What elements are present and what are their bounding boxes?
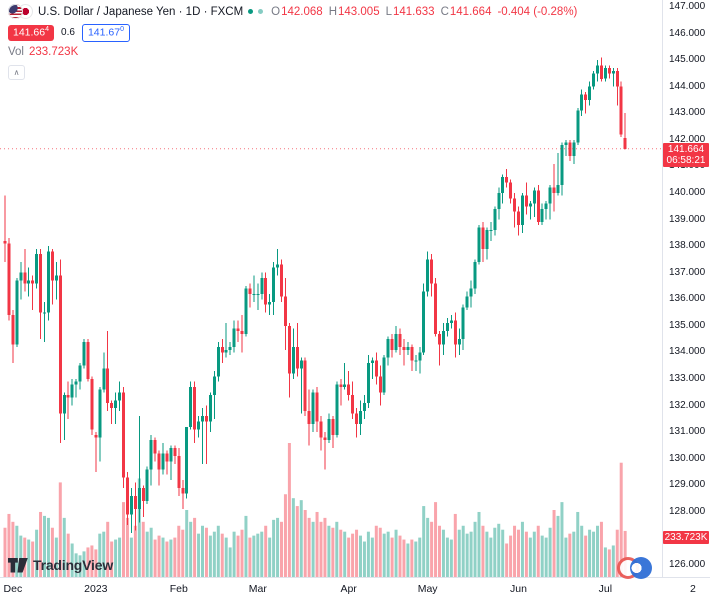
- price-axis-label: 126.000: [669, 558, 706, 570]
- time-axis[interactable]: 2 Dec 2023 Feb Mar Apr May Jun Jul: [0, 577, 710, 600]
- open-label: O: [271, 5, 281, 18]
- price-axis-label: 135.000: [669, 319, 706, 331]
- time-axis-label: Jun: [510, 583, 527, 595]
- bid-price-fraction: 4: [45, 26, 50, 33]
- symbol-legend: U.S. Dollar / Japanese Yen · 1D · FXCM O…: [8, 4, 577, 19]
- tradingview-logo-text: TradingView: [33, 557, 114, 573]
- volume-readout: Vol 233.723K: [8, 46, 78, 58]
- time-axis-label: 2023: [84, 583, 108, 595]
- bid-price-badge[interactable]: 141.664: [8, 25, 55, 41]
- last-price-value: 141.664: [667, 143, 705, 155]
- broker-logo-icon[interactable]: [617, 557, 652, 579]
- volume-layer: [3, 443, 627, 577]
- time-axis-label: Jul: [598, 583, 613, 595]
- candlestick-chart[interactable]: [0, 0, 662, 577]
- price-axis-label: 129.000: [669, 479, 706, 491]
- open-readout: O142.068: [271, 6, 323, 18]
- high-label: H: [328, 5, 338, 18]
- price-axis-label: 136.000: [669, 293, 706, 305]
- low-value: 141.633: [393, 5, 435, 18]
- volume-value: 233.723K: [29, 46, 79, 58]
- price-axis-label: 144.000: [669, 80, 706, 92]
- last-price-badge: 141.664 06:58:21: [663, 142, 709, 167]
- time-axis-label: May: [417, 583, 438, 595]
- close-label: C: [440, 5, 449, 18]
- high-value: 143.005: [338, 5, 380, 18]
- bid-price: 141.66: [13, 26, 46, 39]
- candles-layer: [3, 57, 627, 534]
- symbol-title[interactable]: U.S. Dollar / Japanese Yen · 1D · FXCM: [38, 5, 244, 18]
- bar-countdown: 06:58:21: [666, 154, 706, 166]
- volume-axis-badge: 233.723K: [663, 530, 709, 544]
- ohlc-readout: O142.068 H143.005 L141.633 C141.664 -0.4…: [271, 6, 577, 18]
- price-axis-label: 142.000: [669, 133, 706, 145]
- low-label: L: [385, 5, 392, 18]
- tradingview-logo-icon: [8, 557, 28, 572]
- collapse-legend-button[interactable]: ∧: [8, 65, 25, 80]
- close-value: 141.664: [449, 5, 492, 18]
- status-dot-icon: [248, 9, 254, 14]
- status-dot-secondary-icon: [258, 9, 264, 14]
- price-axis-label: 130.000: [669, 452, 706, 464]
- close-readout: C141.664: [441, 6, 492, 18]
- price-axis-label: 139.000: [669, 213, 706, 225]
- ask-price: 141.67: [87, 26, 121, 39]
- high-readout: H143.005: [329, 6, 380, 18]
- price-axis-label: 128.000: [669, 505, 706, 517]
- price-axis[interactable]: 147.000 146.000 145.000 144.000 143.000 142.0…: [662, 0, 710, 600]
- price-axis-label: 143.000: [669, 107, 706, 119]
- change-value: -0.404 (-0.28%): [497, 5, 578, 18]
- price-axis-label: 137.000: [669, 266, 706, 278]
- ask-price-badge[interactable]: 141.670: [81, 24, 130, 42]
- chevron-up-icon: ∧: [13, 68, 20, 77]
- price-axis-label: 134.000: [669, 346, 706, 358]
- price-axis-label: 138.000: [669, 240, 706, 252]
- low-readout: L141.633: [386, 6, 435, 18]
- price-axis-label: 133.000: [669, 372, 706, 384]
- price-axis-label: 132.000: [669, 399, 706, 411]
- tradingview-attribution[interactable]: TradingView: [8, 557, 113, 573]
- bid-ask-row: 141.664 0.6 141.670: [8, 24, 130, 42]
- currency-pair-icon: [8, 4, 33, 19]
- time-axis-label: Feb: [169, 583, 188, 595]
- price-axis-label: 140.000: [669, 186, 706, 198]
- price-axis-label: 145.000: [669, 54, 706, 66]
- price-axis-label: 131.000: [669, 426, 706, 438]
- broker-logo-right-circle: [630, 557, 652, 579]
- time-axis-label: Apr: [340, 583, 357, 595]
- price-axis-label: 146.000: [669, 27, 706, 39]
- open-value: 142.068: [281, 5, 323, 18]
- ask-price-fraction: 0: [120, 26, 124, 33]
- volume-label: Vol: [8, 46, 24, 58]
- time-axis-label: Dec: [3, 583, 23, 595]
- spread-value: 0.6: [61, 27, 75, 39]
- us-flag-icon: [8, 4, 23, 19]
- price-axis-label: 147.000: [669, 1, 706, 12]
- time-axis-partial-label: 2: [690, 583, 696, 595]
- time-axis-label: Mar: [248, 583, 267, 595]
